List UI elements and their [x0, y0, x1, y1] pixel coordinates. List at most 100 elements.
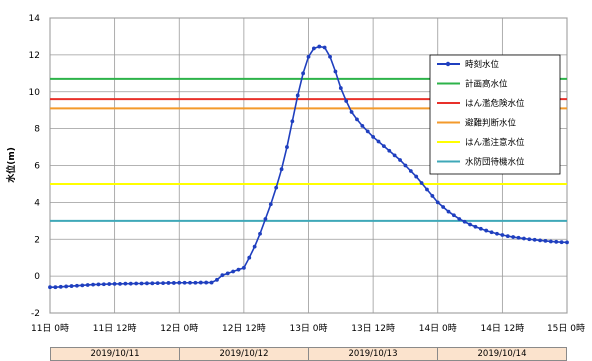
data-point [171, 281, 176, 285]
x-tick-label: 11日 0時 [31, 323, 69, 334]
data-point [166, 281, 171, 285]
data-point [446, 209, 451, 214]
data-point [123, 281, 128, 286]
data-point [495, 231, 499, 236]
data-point [69, 284, 74, 288]
data-point [511, 235, 516, 239]
series-layer [48, 44, 569, 290]
data-point [355, 117, 359, 122]
data-point [225, 271, 230, 276]
data-point [538, 238, 542, 243]
data-point [365, 129, 370, 134]
data-point [371, 135, 376, 139]
x-tick-label: 13日 0時 [289, 323, 327, 334]
data-point [295, 93, 300, 98]
data-point [48, 285, 52, 290]
y-axis-title: 水位(m) [5, 147, 17, 183]
data-point [360, 123, 365, 128]
data-point [344, 99, 349, 103]
date-cell: 2019/10/11 [50, 347, 180, 361]
legend-label: 時刻水位 [465, 59, 500, 70]
data-point [150, 281, 155, 286]
data-point [231, 269, 236, 274]
legend-box [429, 54, 561, 175]
y-tick-label: -2 [31, 309, 40, 319]
data-point [215, 277, 219, 282]
data-point [161, 281, 165, 286]
x-tick-label: 12日 0時 [160, 323, 198, 334]
data-point [457, 217, 462, 221]
data-point [285, 145, 289, 149]
data-point [64, 284, 69, 289]
legend-label: 避難判断水位 [465, 118, 517, 129]
data-point [107, 282, 112, 286]
data-point [328, 54, 332, 59]
data-point [306, 54, 311, 59]
data-point [145, 281, 149, 286]
data-point [96, 282, 101, 287]
data-point [333, 69, 338, 74]
data-point [430, 194, 435, 198]
data-point [559, 240, 564, 245]
y-tick-label: 4 [34, 198, 40, 208]
data-point [252, 244, 257, 249]
y-tick-labels: -2 0 2 4 6 8 10 12 14 [29, 14, 41, 319]
data-point [387, 148, 392, 153]
data-point [414, 174, 419, 179]
data-point [279, 167, 284, 172]
y-tick-label: 10 [29, 88, 41, 98]
x-tick-label: 15日 0時 [547, 323, 585, 334]
data-point [182, 280, 187, 285]
data-point [435, 200, 440, 205]
data-point [58, 284, 63, 289]
data-point [441, 205, 446, 209]
data-point [532, 237, 537, 242]
data-point [522, 236, 526, 241]
y-tick-label: 0 [34, 272, 40, 282]
data-point [236, 267, 241, 272]
data-point [489, 230, 494, 235]
data-point [484, 228, 489, 233]
data-point [241, 265, 246, 270]
data-point [204, 280, 209, 285]
data-point [177, 280, 182, 285]
data-point [452, 213, 456, 218]
x-tick-label: 11日 12時 [93, 323, 137, 334]
data-point [220, 273, 225, 278]
x-tick-label: 13日 12時 [351, 323, 395, 334]
data-point [392, 153, 397, 158]
data-point [376, 139, 381, 144]
data-point [403, 163, 408, 168]
legend-label: 水防団待機水位 [465, 157, 525, 168]
data-point [311, 46, 316, 51]
y-tick-label: 2 [34, 235, 40, 245]
data-point [338, 86, 343, 90]
legend-marker [445, 61, 451, 67]
x-tick-label: 14日 12時 [480, 323, 524, 334]
data-point [53, 285, 58, 290]
data-point [155, 281, 160, 286]
data-point [139, 281, 144, 286]
data-point [198, 280, 203, 285]
data-point [91, 282, 95, 287]
data-point [263, 217, 268, 221]
data-point [118, 281, 122, 286]
data-point [478, 226, 483, 231]
data-point [247, 255, 252, 260]
data-point [85, 283, 90, 287]
data-point [516, 235, 521, 240]
data-point [425, 187, 429, 192]
data-point [258, 231, 262, 236]
y-tick-label: 8 [34, 125, 40, 135]
legend-label: はん濫注意水位 [465, 137, 525, 148]
data-point [101, 282, 106, 287]
data-point [462, 219, 467, 224]
data-point [317, 44, 322, 49]
data-point [188, 280, 192, 285]
data-point [301, 71, 306, 76]
data-point [349, 110, 354, 114]
data-point [505, 234, 510, 239]
data-point [322, 45, 327, 50]
